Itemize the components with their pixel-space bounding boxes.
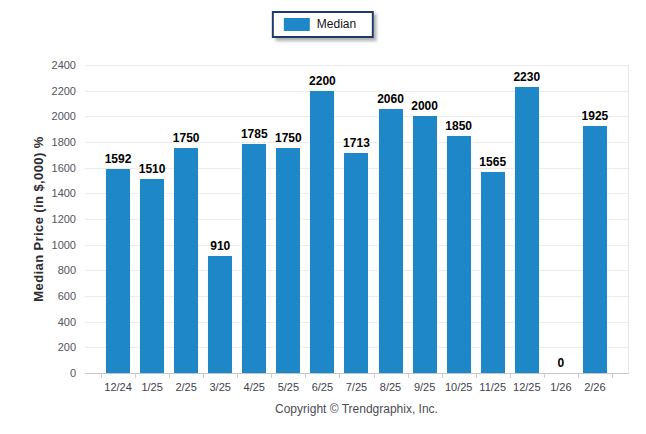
bar-median-4-25 bbox=[242, 144, 266, 373]
bar-slot-4-25: 1785 bbox=[237, 65, 271, 373]
bar-median-12-24 bbox=[106, 169, 130, 373]
bar-value-label: 2000 bbox=[411, 99, 438, 113]
bar-slot-9-25: 2000 bbox=[408, 65, 442, 373]
x-label-12-25: 12/25 bbox=[510, 381, 544, 393]
bar-median-3-25 bbox=[208, 256, 232, 373]
bar-slot-10-25: 1850 bbox=[442, 65, 476, 373]
bar-median-12-25 bbox=[515, 87, 539, 373]
y-tick-label-2200: 2200 bbox=[52, 85, 76, 97]
bar-series-median: 1592 1510 1750 910 1785 1750 2200 1713 2060 2000 1… bbox=[101, 65, 612, 373]
bar-value-label: 1750 bbox=[275, 131, 302, 145]
x-axis-tickmarks bbox=[101, 374, 612, 378]
x-tickmark bbox=[476, 374, 477, 378]
bar-value-label: 2230 bbox=[513, 70, 540, 84]
bar-median-1-25 bbox=[140, 179, 164, 373]
bar-slot-7-25: 1713 bbox=[339, 65, 373, 373]
bar-slot-6-25: 2200 bbox=[305, 65, 339, 373]
x-label-1-25: 1/25 bbox=[135, 381, 169, 393]
bar-slot-2-25: 1750 bbox=[169, 65, 203, 373]
bar-value-label: 1850 bbox=[445, 119, 472, 133]
legend: Median bbox=[272, 11, 374, 38]
bar-value-label: 0 bbox=[558, 356, 565, 370]
bar-value-label: 910 bbox=[210, 239, 230, 253]
bar-slot-12-24: 1592 bbox=[101, 65, 135, 373]
x-label-2-25: 2/25 bbox=[169, 381, 203, 393]
x-tickmark bbox=[101, 374, 102, 378]
chart-container: Median Median Price (in $,000) % 0200400… bbox=[0, 0, 646, 434]
x-label-10-25: 10/25 bbox=[442, 381, 476, 393]
y-tick-label-1000: 1000 bbox=[52, 239, 76, 251]
copyright-text: Copyright © Trendgraphix, Inc. bbox=[85, 402, 628, 416]
bar-value-label: 1713 bbox=[343, 136, 370, 150]
bar-median-5-25 bbox=[276, 148, 300, 373]
legend-swatch-median bbox=[284, 18, 310, 31]
y-tick-label-1200: 1200 bbox=[52, 213, 76, 225]
x-label-3-25: 3/25 bbox=[203, 381, 237, 393]
bar-value-label: 1925 bbox=[582, 109, 609, 123]
bar-value-label: 2200 bbox=[309, 74, 336, 88]
bar-value-label: 1510 bbox=[139, 162, 166, 176]
x-tickmark bbox=[578, 374, 579, 378]
bar-slot-5-25: 1750 bbox=[271, 65, 305, 373]
bar-slot-8-25: 2060 bbox=[374, 65, 408, 373]
x-tickmark bbox=[442, 374, 443, 378]
x-label-5-25: 5/25 bbox=[271, 381, 305, 393]
x-tickmark bbox=[305, 374, 306, 378]
x-label-4-25: 4/25 bbox=[237, 381, 271, 393]
bar-median-7-25 bbox=[344, 153, 368, 373]
x-tickmark bbox=[169, 374, 170, 378]
x-tickmark bbox=[510, 374, 511, 378]
bar-median-8-25 bbox=[379, 109, 403, 373]
y-tick-label-2400: 2400 bbox=[52, 59, 76, 71]
x-tickmark bbox=[271, 374, 272, 378]
bar-slot-3-25: 910 bbox=[203, 65, 237, 373]
bar-slot-1-25: 1510 bbox=[135, 65, 169, 373]
y-axis-ticks: 0200400600800100012001400160018002000220… bbox=[28, 65, 80, 373]
bar-slot-2-26: 1925 bbox=[578, 65, 612, 373]
x-label-2-26: 2/26 bbox=[578, 381, 612, 393]
y-tick-label-1600: 1600 bbox=[52, 162, 76, 174]
bar-slot-12-25: 2230 bbox=[510, 65, 544, 373]
bar-value-label: 1592 bbox=[105, 152, 132, 166]
bar-value-label: 1565 bbox=[479, 155, 506, 169]
y-tick-label-2000: 2000 bbox=[52, 110, 76, 122]
x-axis-labels: 12/241/252/253/254/255/256/257/258/259/2… bbox=[101, 381, 612, 393]
y-tick-label-400: 400 bbox=[58, 316, 76, 328]
plot-area: 1592 1510 1750 910 1785 1750 2200 1713 2060 2000 1… bbox=[85, 65, 629, 374]
x-label-11-25: 11/25 bbox=[476, 381, 510, 393]
bar-slot-11-25: 1565 bbox=[476, 65, 510, 373]
x-tickmark bbox=[237, 374, 238, 378]
x-label-7-25: 7/25 bbox=[339, 381, 373, 393]
x-tickmark bbox=[203, 374, 204, 378]
bar-median-9-25 bbox=[413, 116, 437, 373]
y-tick-label-1800: 1800 bbox=[52, 136, 76, 148]
x-tickmark bbox=[374, 374, 375, 378]
y-tick-label-0: 0 bbox=[70, 367, 76, 379]
y-tick-label-200: 200 bbox=[58, 341, 76, 353]
x-tickmark bbox=[544, 374, 545, 378]
bar-slot-1-26: 0 bbox=[544, 65, 578, 373]
x-tickmark bbox=[612, 374, 613, 378]
x-label-1-26: 1/26 bbox=[544, 381, 578, 393]
bar-value-label: 1750 bbox=[173, 131, 200, 145]
y-tick-label-600: 600 bbox=[58, 290, 76, 302]
bar-median-2-26 bbox=[583, 126, 607, 373]
bar-median-11-25 bbox=[481, 172, 505, 373]
bar-value-label: 1785 bbox=[241, 127, 268, 141]
legend-label: Median bbox=[317, 18, 356, 31]
y-tick-label-800: 800 bbox=[58, 264, 76, 276]
x-label-6-25: 6/25 bbox=[305, 381, 339, 393]
x-label-8-25: 8/25 bbox=[374, 381, 408, 393]
bar-median-6-25 bbox=[310, 91, 334, 373]
x-tickmark bbox=[135, 374, 136, 378]
y-tick-label-1400: 1400 bbox=[52, 187, 76, 199]
x-tickmark bbox=[339, 374, 340, 378]
x-tickmark bbox=[408, 374, 409, 378]
bar-median-10-25 bbox=[447, 136, 471, 373]
bar-median-2-25 bbox=[174, 148, 198, 373]
x-label-9-25: 9/25 bbox=[408, 381, 442, 393]
x-label-12-24: 12/24 bbox=[101, 381, 135, 393]
bar-value-label: 2060 bbox=[377, 92, 404, 106]
